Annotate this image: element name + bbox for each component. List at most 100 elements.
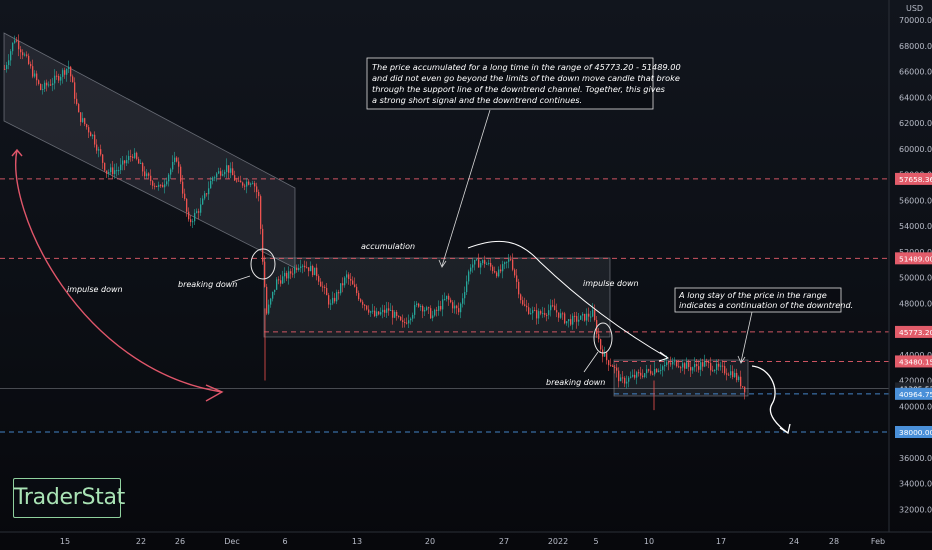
candle-body [438,306,440,311]
candle-body [122,160,124,165]
forecast-arrow [751,365,789,434]
candle-body [256,186,258,193]
candle-body [604,352,606,357]
candle-body [522,300,524,305]
candle-body [592,309,594,317]
candle-body [488,262,490,264]
candle-body [278,279,280,281]
candle-body [632,374,634,377]
candle-body [276,279,278,290]
candle-body [342,283,344,286]
candle-body [226,165,228,172]
candle-body [56,75,58,77]
candle-body [34,73,36,77]
candle-body [404,322,406,324]
candle-body [132,156,134,158]
candle-body [672,361,674,365]
candle-body [212,177,214,181]
candle-body [36,73,38,81]
level-tags: 57658.3651489.0045773.2043480.1541385.53… [895,172,932,438]
candle-body [550,305,552,311]
candle-body [574,315,576,317]
impulse-arrow-white-head [658,351,670,362]
candle-body [168,174,170,182]
candle-body [204,193,206,199]
candle-body [112,167,114,175]
candle-body [620,377,622,382]
candle-body [420,306,422,308]
price-tick-label: 52000.00 [899,248,932,257]
candle-body [698,366,700,370]
candle-body [740,376,742,387]
candle-body [724,366,726,374]
candle-body [610,365,612,367]
impulse-arrow-red-start [11,148,23,157]
candle-body [554,305,556,311]
candle-body [98,149,100,151]
candle-body [410,318,412,321]
candle-body [242,182,244,186]
candle-body [626,381,628,384]
time-tick-label: 6 [282,537,287,546]
candle-body [386,308,388,313]
note-2-box [674,287,842,313]
level-tag-label: 43480.15 [899,357,932,366]
note-2-pointer [740,311,753,363]
candle-body [72,76,74,83]
candle-body [518,281,520,295]
candle-body [130,156,132,158]
time-tick-label: 13 [352,537,362,546]
candle-body [210,180,212,189]
downtrend-channel [3,32,296,269]
candle-body [128,156,130,161]
level-tag [895,387,932,400]
candle-body [616,367,618,371]
candle-body [648,369,650,371]
candle-body [536,310,538,319]
candle-body [514,269,516,276]
candle-body [692,367,694,371]
candle-body [716,363,718,370]
candle-body [388,308,390,311]
candle-body [400,316,402,321]
time-tick-label: 17 [716,537,726,546]
candle-body [540,311,542,314]
candle-body [294,267,296,274]
price-tick-label: 42000.00 [899,377,932,386]
candle-body [658,370,660,373]
candle-body [18,41,20,50]
candle-body [418,303,420,307]
note-1-line-1: The price accumulated for a long time in… [372,62,681,72]
candle-body [30,63,32,67]
candle-body [240,180,242,183]
candle-body [714,369,716,371]
candle-body [576,316,578,322]
candle-body [232,168,234,176]
candle-body [434,309,436,316]
candles [4,34,746,411]
candle-body [184,193,186,199]
candle-body [6,65,8,70]
candle-body [10,51,12,61]
candle-body [164,184,166,188]
candle-body [26,54,28,56]
candle-body [282,276,284,284]
note-2-line-1: A long stay of the price in the range [678,290,827,300]
candle-body [236,180,238,182]
candle-body [460,303,462,313]
candle-body [4,68,6,70]
candle-body [436,309,438,311]
candle-body [640,372,642,376]
candle-body [110,167,112,173]
candle-body [48,84,50,86]
candle-body [54,75,56,84]
candle-body [466,281,468,293]
candle-body [634,374,636,378]
candle-body [206,193,208,195]
candle-body [52,83,54,86]
candle-body [136,152,138,159]
candle-body [378,311,380,315]
time-tick-label: 5 [593,537,598,546]
candle-body [102,154,104,163]
